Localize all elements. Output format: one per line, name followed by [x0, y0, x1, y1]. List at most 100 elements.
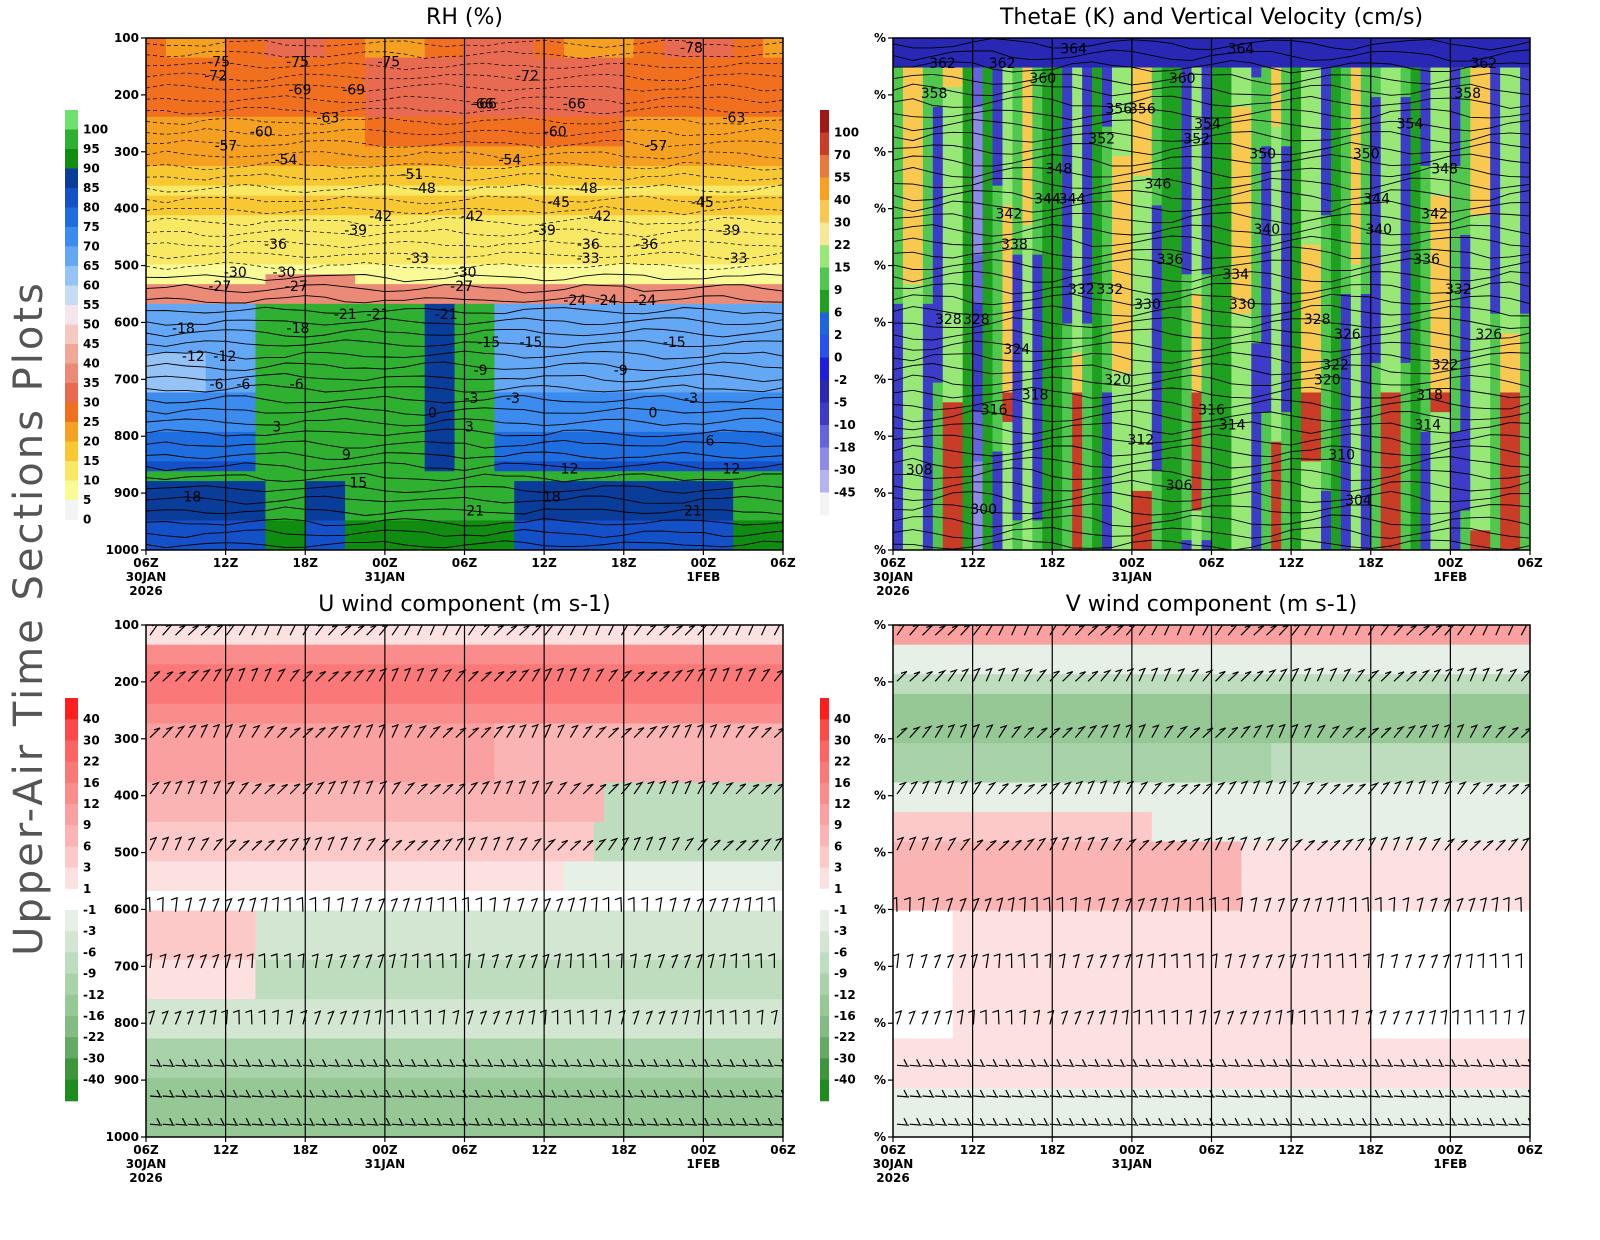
thetae-y-tick-label: %	[874, 31, 886, 45]
u-x-tick-label: 12Z	[213, 1143, 239, 1157]
thetae-colorbar-label: 15	[834, 261, 851, 275]
rh-contour-label: -21	[367, 307, 390, 323]
thetae-colorbar-swatch	[820, 403, 829, 426]
u-y-tick-label: 600	[114, 902, 139, 916]
rh-colorbar-swatch	[65, 130, 78, 150]
thetae-contour-label: 334	[1222, 267, 1249, 283]
u-colorbar-swatch	[65, 952, 78, 974]
thetae-y-tick-label: %	[874, 145, 886, 159]
v-colorbar-swatch	[820, 783, 829, 805]
u-colorbar-swatch	[65, 910, 78, 932]
v-colorbar-swatch	[820, 1080, 829, 1102]
rh-colorbar-swatch	[65, 169, 78, 189]
v-colorbar-label: -40	[834, 1073, 856, 1087]
rh-y-tick-label: 400	[114, 202, 139, 216]
rh-contour-label: 0	[428, 405, 437, 421]
thetae-colorbar-swatch	[820, 268, 829, 291]
v-colorbar-swatch	[820, 719, 829, 741]
thetae-x-tick-label: 00Z	[1119, 556, 1145, 570]
rh-x-tick-label: 06Z	[770, 556, 796, 570]
thetae-x-date-label: 30JAN	[873, 570, 914, 584]
v-x-tick-label: 06Z	[1517, 1143, 1543, 1157]
thetae-contour-label: 306	[1166, 478, 1193, 494]
thetae-contour-label: 354	[1397, 116, 1424, 132]
rh-colorbar-swatch	[65, 305, 78, 325]
rh-contour-label: 21	[684, 503, 702, 519]
rh-contour-label: -66	[471, 97, 494, 113]
rh-colorbar-swatch	[65, 286, 78, 306]
rh-x-date-label: 1FEB	[686, 570, 720, 584]
thetae-x-date-label: 1FEB	[1433, 570, 1467, 584]
thetae-colorbar-swatch	[820, 335, 829, 358]
rh-colorbar-label: 45	[83, 337, 100, 351]
thetae-colorbar-label: 30	[834, 216, 851, 230]
thetae-chart: ThetaE (K) and Vertical Velocity (cm/s)3…	[820, 0, 1580, 600]
v-wind-chart: V wind component (m s-1)%%%%%%%%%%06Z30J…	[820, 588, 1580, 1208]
v-colorbar-label: -12	[834, 988, 856, 1002]
u-colorbar-swatch	[65, 698, 78, 720]
thetae-contour-label: 356	[1105, 101, 1132, 117]
thetae-colorbar-swatch	[820, 380, 829, 403]
u-colorbar-label: -30	[83, 1051, 105, 1065]
thetae-contour-label: 300	[970, 502, 997, 518]
thetae-contour-label: 354	[1194, 116, 1221, 132]
thetae-colorbar-label: 55	[834, 171, 851, 185]
side-title-text: Upper-Air Time Sections Plots	[6, 280, 52, 956]
thetae-contour-label: 364	[1228, 41, 1255, 57]
thetae-y-tick-label: %	[874, 88, 886, 102]
v-colorbar-swatch	[820, 762, 829, 784]
rh-colorbar-label: 75	[83, 220, 100, 234]
rh-contour-label: -15	[477, 335, 500, 351]
u-colorbar-label: -9	[83, 967, 96, 981]
u-y-tick-label: 700	[114, 959, 139, 973]
rh-colorbar-label: 60	[83, 279, 100, 293]
thetae-x-tick-label: 18Z	[1040, 556, 1066, 570]
v-y-tick-label: %	[874, 1130, 886, 1144]
thetae-contour-label: 332	[1068, 282, 1095, 298]
u-colorbar-label: 1	[83, 882, 91, 896]
rh-colorbar-swatch	[65, 266, 78, 286]
u-colorbar-label: -22	[83, 1030, 105, 1044]
rh-colorbar-swatch	[65, 364, 78, 384]
rh-contour-label: -66	[563, 97, 586, 113]
rh-contour-label: -60	[250, 125, 273, 141]
u-x-tick-label: 18Z	[611, 1143, 637, 1157]
thetae-colorbar-swatch	[820, 133, 829, 156]
u-x-tick-label: 12Z	[531, 1143, 557, 1157]
rh-colorbar-label: 50	[83, 318, 100, 332]
v-y-tick-label: %	[874, 789, 886, 803]
u-y-tick-label: 300	[114, 732, 139, 746]
rh-contour-label: -24	[595, 293, 618, 309]
thetae-contour-label: 328	[935, 312, 962, 328]
v-x-tick-label: 12Z	[960, 1143, 986, 1157]
rh-contour-label: -42	[369, 209, 392, 225]
v-x-tick-label: 06Z	[1199, 1143, 1225, 1157]
thetae-contour-label: 330	[1229, 297, 1256, 313]
thetae-contour-label: 326	[1334, 327, 1361, 343]
rh-x-tick-label: 06Z	[452, 556, 478, 570]
rh-contour-label: -3	[506, 391, 520, 407]
v-x-tick-label: 12Z	[1278, 1143, 1304, 1157]
u-colorbar-label: 40	[83, 712, 100, 726]
rh-x-tick-label: 00Z	[691, 556, 717, 570]
rh-contour-label: -24	[633, 293, 656, 309]
rh-contour-label: 9	[342, 447, 351, 463]
thetae-contour-label: 344	[1059, 192, 1086, 208]
rh-contour-label: -12	[213, 349, 236, 365]
rh-contour-label: -6	[210, 377, 224, 393]
thetae-contour-label: 342	[996, 207, 1023, 223]
u-colorbar-label: 16	[83, 776, 100, 790]
thetae-contour-label: 320	[1104, 372, 1131, 388]
v-x-date-label: 30JAN	[873, 1157, 914, 1171]
thetae-y-tick-label: %	[874, 429, 886, 443]
panel-rh: RH (%)-75-66-57-63-54-45-69-72-60-51-48-…	[60, 0, 820, 600]
thetae-colorbar-label: 40	[834, 193, 851, 207]
u-y-tick-label: 800	[114, 1016, 139, 1030]
thetae-contour-label: 332	[1096, 282, 1123, 298]
thetae-colorbar-swatch	[820, 313, 829, 336]
thetae-y-tick-label: %	[874, 202, 886, 216]
rh-colorbar-label: 35	[83, 376, 100, 390]
